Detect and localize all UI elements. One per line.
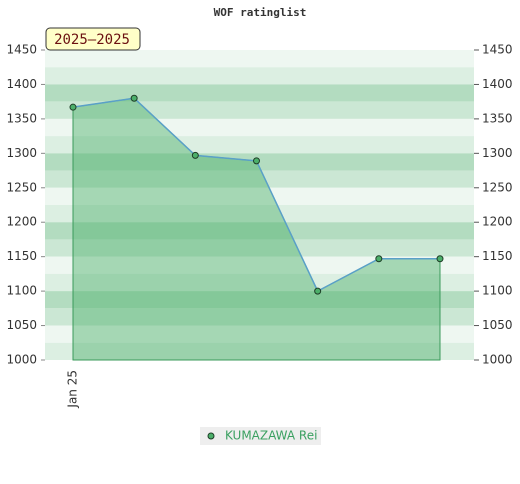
band — [45, 136, 474, 154]
legend-marker — [207, 432, 215, 440]
point — [375, 255, 383, 263]
band — [45, 67, 474, 85]
band — [45, 342, 474, 360]
annotation-box — [45, 27, 141, 51]
y2-tick-label: 1350 — [482, 111, 513, 125]
band — [45, 170, 474, 188]
legend-label: KUMAZAWA Rei — [225, 429, 317, 443]
x-tick-label: Jan 25 — [66, 370, 80, 409]
legend-box — [200, 427, 321, 445]
y-tick-label: 1250 — [6, 180, 37, 194]
point — [191, 151, 199, 159]
y2-tick-label: 1050 — [482, 318, 513, 332]
band — [45, 256, 474, 274]
y-tick-label: 1000 — [6, 353, 37, 367]
y2-tick-label: 1400 — [482, 77, 513, 91]
y2-tick-label: 1250 — [482, 180, 513, 194]
band — [45, 118, 474, 137]
y-tick-label: 1050 — [6, 318, 37, 332]
y-tick-label: 1150 — [6, 249, 37, 263]
band — [45, 222, 474, 240]
y2-tick-label: 1200 — [482, 215, 513, 229]
band — [45, 273, 474, 292]
band — [45, 239, 474, 257]
band — [45, 325, 474, 343]
annotation: 2025–2025 — [54, 32, 130, 48]
band — [45, 84, 474, 102]
y-tick-label: 1350 — [6, 111, 37, 125]
point — [130, 94, 138, 102]
point — [69, 103, 77, 111]
band — [45, 50, 474, 68]
point — [253, 157, 260, 165]
y-tick-label: 1200 — [6, 215, 37, 229]
y2-tick-label: 1000 — [482, 353, 513, 367]
y2-tick-label: 1450 — [482, 43, 513, 57]
band — [45, 187, 474, 205]
band — [45, 205, 474, 223]
plot-background — [45, 50, 474, 360]
y-tick-label: 1300 — [6, 146, 37, 160]
y2-tick-label: 1150 — [482, 249, 513, 263]
y-tick-label: 1450 — [6, 43, 37, 57]
band — [45, 291, 474, 309]
chart-title: WOF ratinglist — [214, 6, 307, 19]
y-tick-label: 1400 — [6, 77, 37, 91]
point — [314, 287, 322, 295]
band — [45, 308, 474, 326]
y2-tick-label: 1100 — [482, 284, 513, 298]
y-tick-label: 1100 — [6, 284, 37, 298]
point — [436, 255, 444, 263]
y2-tick-label: 1300 — [482, 146, 513, 160]
